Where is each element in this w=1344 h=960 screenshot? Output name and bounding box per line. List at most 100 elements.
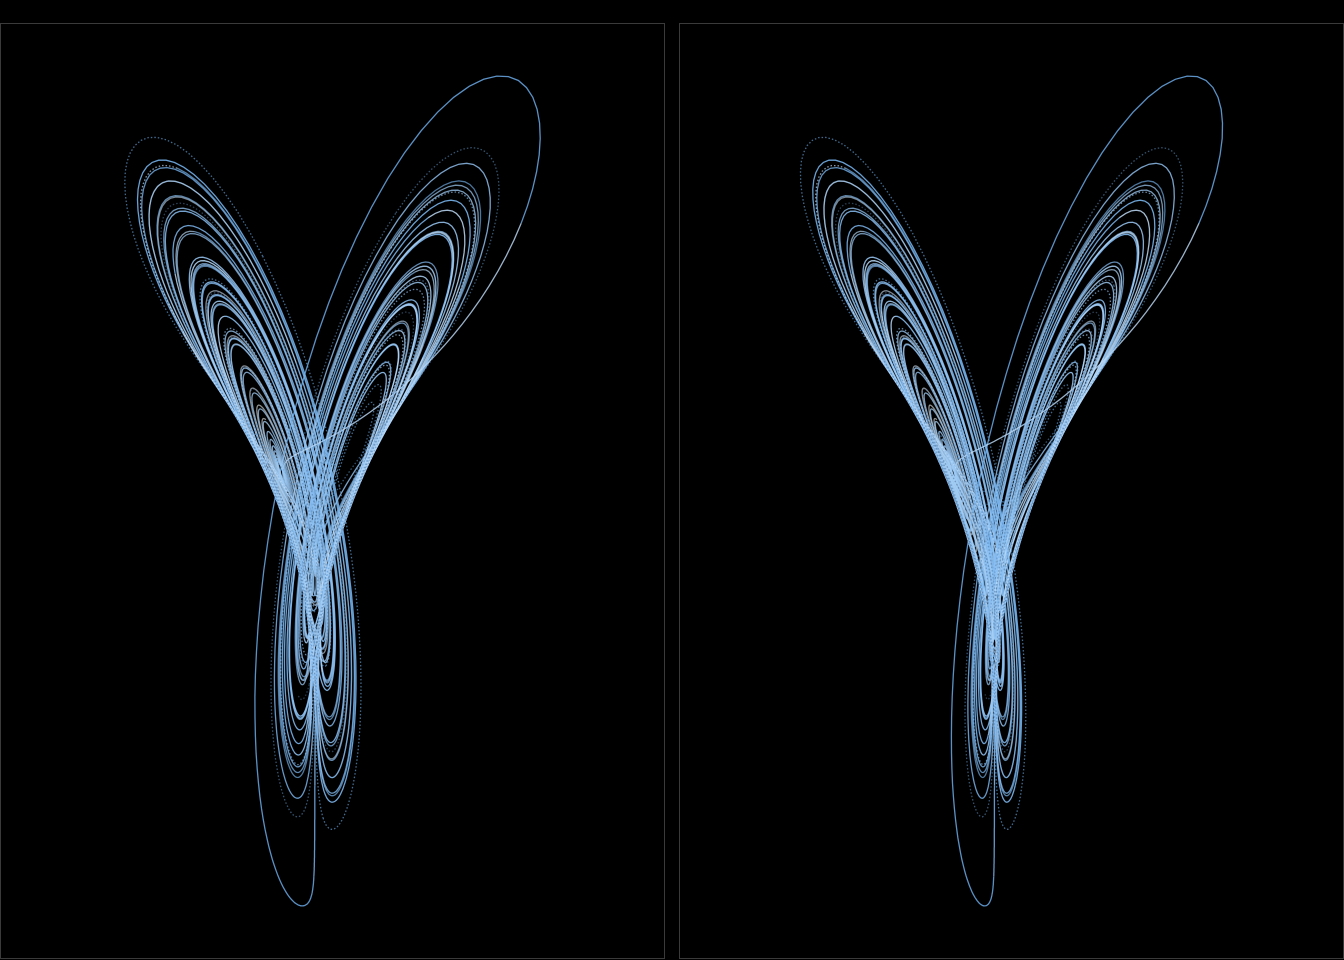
trail-segment [992, 608, 1015, 753]
trail-segment [249, 388, 296, 539]
trail-segment [1000, 328, 1093, 572]
trail-segment [322, 432, 351, 556]
trail-segment [211, 304, 326, 638]
trail-segment [172, 224, 343, 726]
trail-segment [341, 383, 382, 518]
trail-segment [309, 490, 354, 613]
attractor-canvas-right [799, 75, 1224, 907]
trail-segment [176, 232, 328, 516]
trail-segment [980, 233, 1138, 700]
trail-segment [895, 327, 984, 539]
trail-segment [879, 292, 999, 642]
trail-segment [815, 164, 1000, 561]
trail-segment [982, 502, 1021, 612]
trail-segment [316, 618, 328, 792]
trail-segment [309, 331, 395, 612]
trail-segment [936, 405, 991, 549]
attractor-canvas-left [124, 75, 541, 907]
trail-segment [296, 271, 416, 678]
attractor-panel-right [679, 23, 1344, 959]
trail-segment [266, 405, 318, 550]
trail-segment [308, 522, 336, 692]
trail-segment [996, 322, 1096, 593]
trail-segment [845, 167, 1022, 797]
trail-segment [308, 408, 391, 685]
trail-segment [970, 219, 1102, 779]
trail-segment [224, 315, 325, 626]
trail-segment [270, 433, 295, 511]
trail-segment [266, 430, 292, 513]
trail-segment [139, 164, 315, 561]
trail-segment [987, 642, 1000, 808]
trail-segment [311, 663, 324, 819]
trail-segment [283, 217, 429, 745]
trail-segment [230, 343, 316, 555]
trail-segment [846, 224, 1011, 726]
trail-segment [310, 328, 407, 572]
trail-segment [289, 876, 315, 907]
trail-segment [971, 485, 998, 774]
trail-segment [895, 315, 995, 627]
trail-segment [124, 136, 314, 517]
trail-segment [993, 785, 996, 877]
trail-segment [964, 212, 1093, 818]
trail-segment [998, 285, 1116, 643]
trail-segment [288, 414, 328, 642]
trail-segment [996, 209, 1151, 595]
trail-segment [912, 366, 965, 525]
trail-segment [320, 209, 466, 595]
trail-segment [923, 392, 960, 506]
trail-segment [984, 684, 994, 701]
trail-segment [979, 162, 1175, 559]
trail-segment [262, 255, 362, 830]
trail-segment [271, 429, 297, 520]
trail-segment [984, 261, 1125, 676]
trail-segment [272, 445, 291, 497]
trail-segment [223, 327, 317, 539]
trail-segment [992, 430, 1065, 716]
trail-segment [975, 217, 1120, 745]
trail-segment [1022, 401, 1062, 526]
trail-segment [899, 336, 977, 509]
trail-segment [1001, 189, 1161, 519]
trail-segment [156, 195, 349, 653]
trail-segment [995, 652, 1016, 762]
trail-segment [997, 490, 1038, 613]
trail-segment [136, 159, 357, 786]
trail-segment [991, 663, 1001, 819]
trail-segment [1005, 478, 1028, 580]
trail-segment [295, 362, 353, 779]
trail-segment [885, 304, 996, 638]
trail-segment [839, 210, 1013, 665]
trail-segment [242, 371, 298, 484]
trail-segment [304, 642, 320, 808]
attractor-panel-left [0, 23, 665, 959]
trail-segment [988, 279, 1115, 666]
trail-segment [314, 608, 348, 753]
trail-segment [972, 468, 1003, 768]
trail-segment [269, 438, 292, 508]
trail-segment [942, 439, 964, 503]
trail-segment [992, 408, 1073, 685]
trail-segment [270, 212, 397, 818]
trail-segment [199, 278, 332, 667]
trail-segment [251, 392, 285, 506]
trail-segment [176, 167, 356, 797]
trail-segment [318, 285, 430, 643]
trail-segment [254, 75, 541, 899]
trail-segment [951, 474, 997, 631]
trail-segment [301, 288, 426, 602]
trail-segment [799, 136, 1000, 517]
trail-segment [973, 199, 1156, 752]
trail-segment [940, 453, 999, 618]
trail-segment [278, 485, 311, 774]
trail-segment [206, 292, 329, 642]
trail-segment [160, 202, 346, 609]
trail-segment [315, 146, 500, 532]
trail-segment [281, 199, 471, 753]
trail-segment [941, 433, 966, 511]
trail-segment [302, 299, 420, 637]
trail-segment [312, 419, 360, 536]
trail-segment [288, 233, 453, 700]
trail-segment [257, 408, 290, 515]
